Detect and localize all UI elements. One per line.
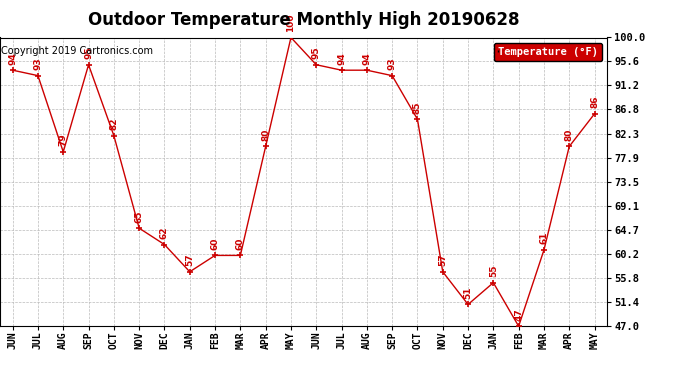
Text: 55: 55 <box>489 265 498 277</box>
Text: 57: 57 <box>185 254 195 266</box>
Text: 94: 94 <box>337 52 346 64</box>
Text: 65: 65 <box>135 210 144 223</box>
Text: 57: 57 <box>438 254 447 266</box>
Text: Copyright 2019 Cartronics.com: Copyright 2019 Cartronics.com <box>1 46 152 56</box>
Text: 95: 95 <box>312 46 321 59</box>
Text: 62: 62 <box>160 226 169 239</box>
Text: 80: 80 <box>261 129 270 141</box>
Text: 93: 93 <box>388 57 397 70</box>
Text: 60: 60 <box>236 237 245 250</box>
Text: Outdoor Temperature Monthly High 20190628: Outdoor Temperature Monthly High 2019062… <box>88 11 520 29</box>
Text: 60: 60 <box>210 237 219 250</box>
Text: 93: 93 <box>33 57 43 70</box>
Text: 47: 47 <box>514 308 523 321</box>
Text: 94: 94 <box>362 52 371 64</box>
Text: 79: 79 <box>59 134 68 146</box>
Text: 82: 82 <box>109 117 119 130</box>
Legend: Temperature (°F): Temperature (°F) <box>493 43 602 61</box>
Text: 85: 85 <box>413 101 422 114</box>
Text: 86: 86 <box>590 96 599 108</box>
Text: 61: 61 <box>540 232 549 244</box>
Text: 94: 94 <box>8 52 17 64</box>
Text: 80: 80 <box>564 129 574 141</box>
Text: 100: 100 <box>286 13 295 32</box>
Text: 51: 51 <box>464 286 473 299</box>
Text: 95: 95 <box>84 46 93 59</box>
